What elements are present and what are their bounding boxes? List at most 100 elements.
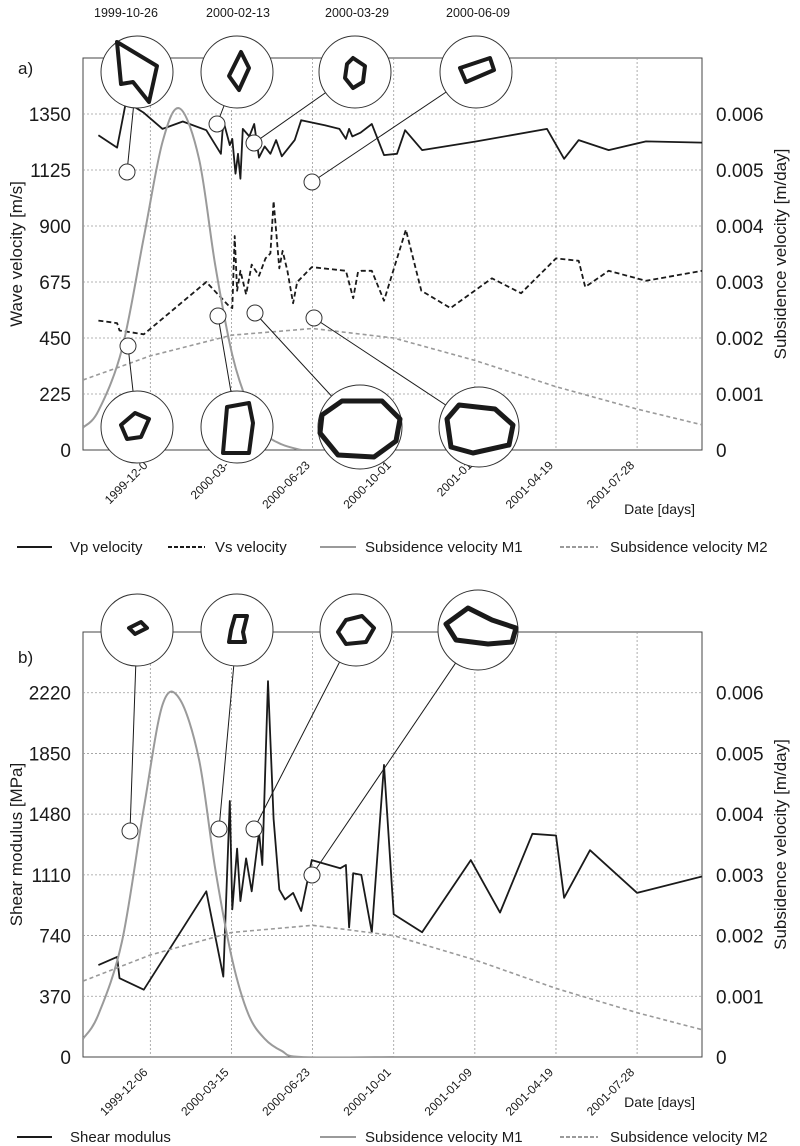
x-axis-title: Date [days] <box>624 501 695 517</box>
y2-tick-label: 0.001 <box>716 385 764 406</box>
y2-tick-label: 0.003 <box>716 866 764 887</box>
inset-circle-top <box>319 593 393 667</box>
marker-circle <box>303 866 321 884</box>
inset-shape <box>317 398 403 460</box>
marker-circle <box>210 820 228 838</box>
y-tick-label: 1480 <box>29 805 71 826</box>
inset-circle-bottom <box>200 390 274 464</box>
y-tick-label: 1125 <box>30 161 71 182</box>
y2-tick-label: 0.003 <box>716 273 764 294</box>
marker-circle <box>246 304 264 322</box>
y-tick-label: 0 <box>60 1048 71 1069</box>
inset-shape <box>221 401 255 455</box>
y2-tick-label: 0.001 <box>716 987 764 1008</box>
series-line-3 <box>83 327 702 426</box>
plot-area <box>82 631 703 1058</box>
series-line-1 <box>98 200 702 336</box>
inset-circle-top <box>100 35 174 109</box>
inset-shape <box>127 620 149 636</box>
y-axis-title: Wave velocity [m/s] <box>7 181 26 327</box>
panel-label: b) <box>18 648 33 667</box>
inset-shape <box>444 402 516 456</box>
series-group <box>83 680 702 1057</box>
inset-circle-bottom <box>438 386 520 468</box>
x-tick-label: 2001-01-09 <box>422 1065 476 1119</box>
inset-circle-top <box>439 35 513 109</box>
inset-circle-top <box>318 35 392 109</box>
inset-date-label: 2000-06-09 <box>446 6 510 20</box>
x-axis-title: Date [days] <box>624 1094 695 1110</box>
marker-circle <box>119 337 137 355</box>
legend-label: Subsidence velocity M2 <box>610 539 768 556</box>
inset-date-label: 1999-10-26 <box>94 6 158 20</box>
y2-tick-label: 0.004 <box>716 217 764 238</box>
series-line-1 <box>83 690 394 1057</box>
inset-shape <box>227 614 249 644</box>
marker-circle <box>208 115 226 133</box>
x-tick-label: 2000-03- <box>188 458 232 502</box>
inset-shape <box>443 605 519 647</box>
series-line-0 <box>98 680 702 991</box>
y-tick-label: 1350 <box>29 105 71 126</box>
x-tick-label: 2001-04-19 <box>503 458 557 512</box>
inset-circle-top <box>200 593 274 667</box>
series-line-2 <box>83 924 702 1031</box>
y-tick-label: 1110 <box>32 866 71 887</box>
y2-tick-label: 0.005 <box>716 161 764 182</box>
y2-tick-label: 0.006 <box>716 684 764 705</box>
inset-shape <box>343 56 367 90</box>
legend-label: Subsidence velocity M1 <box>365 539 523 556</box>
y2-tick-label: 0.005 <box>716 744 764 765</box>
y-tick-label: 2220 <box>29 684 71 705</box>
marker-circle <box>121 822 139 840</box>
y2-tick-label: 0.006 <box>716 105 764 126</box>
panel-b: 0 370 740 1110 1480 1850 2220 0 0.001 0.002 0.003 0… <box>7 589 790 1146</box>
marker-circle <box>305 309 323 327</box>
y-tick-label: 0 <box>60 441 71 462</box>
panel-a: 0 225 450 675 900 1125 1350 0 0.001 0.002 0.003 0.0… <box>7 6 790 556</box>
y2-tick-label: 0.002 <box>716 927 764 948</box>
legend-label: Shear modulus <box>70 1129 171 1146</box>
y2-tick-label: 0.004 <box>716 805 764 826</box>
y-tick-label: 1850 <box>29 744 71 765</box>
inset-shape <box>458 56 496 84</box>
x-tick-label: 1999-12-06 <box>97 1065 151 1119</box>
inset-date-label: 2000-02-13 <box>206 6 270 20</box>
y-tick-label: 225 <box>39 385 71 406</box>
legend-label: Vs velocity <box>215 539 287 556</box>
y-tick-label: 675 <box>39 273 71 294</box>
x-tick-label: 2000-06-23 <box>259 458 313 512</box>
x-tick-label: 1999-12-0 <box>102 458 151 507</box>
marker-circle <box>245 820 263 838</box>
y2-tick-label: 0.002 <box>716 329 764 350</box>
inset-circle-bottom <box>100 390 174 464</box>
marker-circle <box>245 134 263 152</box>
legend-label: Vp velocity <box>70 539 143 556</box>
y2-axis-title: Subsidence velocity [m/day] <box>771 739 790 950</box>
inset-circle-top <box>100 593 174 667</box>
legend-label: Subsidence velocity M2 <box>610 1129 768 1146</box>
leader-line <box>253 629 357 830</box>
y-tick-label: 740 <box>39 927 71 948</box>
y-tick-label: 370 <box>39 987 71 1008</box>
y2-tick-label: 0 <box>716 441 727 462</box>
inset-shape <box>115 40 159 104</box>
marker-circle <box>303 173 321 191</box>
x-tick-label: 2000-10-01 <box>341 1065 395 1119</box>
marker-circle <box>209 307 227 325</box>
x-tick-label: 2000-03-15 <box>178 1065 232 1119</box>
leader-line <box>311 629 479 876</box>
plot-area <box>82 57 703 451</box>
inset-shape <box>227 50 251 92</box>
y-axis-title: Shear modulus [MPa] <box>7 763 26 926</box>
y2-axis-title: Subsidence velocity [m/day] <box>771 149 790 360</box>
inset-date-label: 2000-03-29 <box>325 6 389 20</box>
y2-tick-label: 0 <box>716 1048 727 1069</box>
x-tick-label: 2000-06-23 <box>259 1065 313 1119</box>
inset-shape <box>336 614 376 646</box>
panel-label: a) <box>18 59 33 78</box>
marker-circle <box>118 163 136 181</box>
y-tick-label: 450 <box>39 329 71 350</box>
series-line-0 <box>97 100 702 180</box>
